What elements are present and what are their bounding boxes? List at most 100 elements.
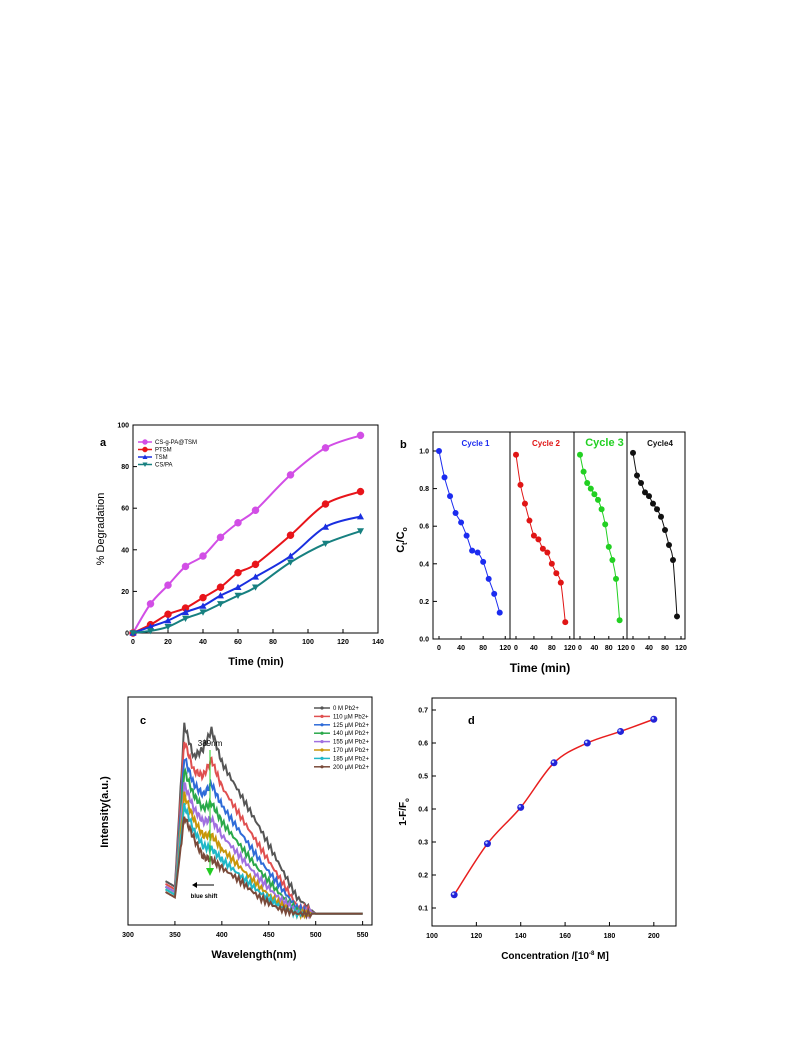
panel-d-ytick-label: 0.3 bbox=[418, 840, 428, 847]
panel-b-data-point bbox=[646, 493, 652, 500]
panel-a-xtick-label: 140 bbox=[372, 639, 384, 646]
panel-c-xlabel: Wavelength(nm) bbox=[211, 949, 296, 961]
panel-b-data-point bbox=[562, 619, 569, 626]
panel-a-data-point bbox=[147, 623, 154, 630]
panel-b-data-point bbox=[458, 519, 465, 526]
panel-d-data-point bbox=[550, 759, 558, 767]
panel-b-data-point bbox=[496, 609, 503, 616]
panel-b-data-point bbox=[654, 506, 660, 513]
panel-a-xlabel: Time (min) bbox=[228, 656, 284, 668]
panel-a-data-point bbox=[199, 552, 207, 560]
panel-a-data-point bbox=[357, 513, 364, 520]
panel-c-legend-marker bbox=[320, 748, 324, 752]
panel-a-xtick-label: 20 bbox=[164, 639, 172, 646]
panel-a-legend-marker bbox=[142, 439, 148, 445]
panel-b-data-point bbox=[609, 557, 616, 564]
panel-a-legend-marker bbox=[142, 454, 148, 459]
panel-c-xtick-label: 450 bbox=[263, 932, 275, 939]
panel-b-ylabel-sub1: t bbox=[402, 542, 409, 545]
panel-b-xtick-label: 80 bbox=[479, 645, 487, 652]
panel-d-data-point bbox=[450, 891, 458, 899]
panel-b-data-point bbox=[658, 513, 664, 520]
panel-d-xtick-label: 100 bbox=[426, 933, 438, 940]
panel-b-data-point bbox=[587, 485, 594, 492]
panel-c-legend-marker bbox=[320, 740, 324, 744]
panel-b-data-point bbox=[517, 481, 524, 488]
panel-b-ylabel-main: C bbox=[395, 545, 407, 553]
panel-b-data-point bbox=[584, 479, 591, 486]
panel-c-series-line bbox=[165, 781, 363, 920]
panel-a-xtick-label: 100 bbox=[302, 639, 314, 646]
panel-a-data-point bbox=[234, 592, 242, 600]
panel-a-ylabel: % Degradation bbox=[95, 493, 107, 566]
panel-b-data-point bbox=[530, 532, 537, 539]
panel-c-xtick-label: 350 bbox=[169, 932, 181, 939]
panel-b-letter: b bbox=[400, 439, 407, 451]
panel-a-data-point bbox=[164, 617, 172, 624]
panel-b-ytick-label: 0.0 bbox=[419, 637, 429, 644]
panel-b-data-point bbox=[616, 617, 623, 624]
panel-c-frame bbox=[127, 696, 373, 926]
panel-b-ytick-label: 0.2 bbox=[419, 599, 429, 606]
panel-c-peak-label: 389nm bbox=[198, 739, 223, 748]
panel-c-series-line bbox=[165, 722, 363, 915]
panel-d-xtick-label: 200 bbox=[648, 933, 660, 940]
panel-c-legend-label: 110 µM Pb2+ bbox=[333, 714, 369, 720]
panel-b-data-point bbox=[553, 570, 560, 577]
panel-b-data-point bbox=[539, 545, 546, 552]
panel-b-data-point bbox=[535, 536, 542, 543]
panel-a-data-point bbox=[164, 610, 172, 619]
panel-a-data-point bbox=[287, 559, 294, 566]
panel-a-xtick-label: 40 bbox=[199, 639, 207, 646]
panel-a-legend-marker bbox=[142, 446, 148, 453]
panel-d-ytick-label: 0.1 bbox=[418, 906, 428, 913]
panel-c-legend-label: 170 µM Pb2+ bbox=[333, 748, 369, 754]
panel-b-cycle-label: Cycle4 bbox=[647, 439, 673, 448]
panel-a-data-point bbox=[321, 500, 330, 508]
panel-d-frame bbox=[431, 697, 677, 927]
panel-a: a Time (min) % Degradation 0 20 40 60 80 100 1… bbox=[95, 423, 384, 669]
panel-b-data-point bbox=[638, 479, 644, 486]
panel-a-data-point bbox=[217, 601, 224, 608]
panel-c-series bbox=[165, 722, 363, 921]
panel-c-legend-marker bbox=[320, 731, 324, 735]
panel-d-ylabel-sub: o bbox=[405, 798, 411, 802]
panel-b-xtick-label: 0 bbox=[437, 645, 441, 652]
panel-a-ytick-label: 20 bbox=[121, 589, 129, 596]
panel-c-legend-label: 0 M Pb2+ bbox=[333, 706, 359, 712]
panel-d-letter: d bbox=[468, 715, 475, 727]
panel-d-ylabel: 1-F/Fo bbox=[398, 798, 411, 826]
panel-a-data-point bbox=[286, 531, 295, 539]
panel-a-data-point bbox=[234, 583, 242, 591]
panel-b-xtick-label: 80 bbox=[548, 645, 556, 652]
panel-a-data-point bbox=[182, 608, 189, 615]
panel-b-data-point bbox=[674, 613, 680, 620]
panel-c-peak-arrow-head bbox=[206, 868, 214, 876]
panel-a-ytick-label: 60 bbox=[121, 506, 129, 513]
panel-b-series-line bbox=[438, 450, 501, 613]
panel-a-data-point bbox=[356, 487, 365, 496]
panel-b-data-point bbox=[662, 526, 668, 533]
panel-a-data-point bbox=[199, 602, 207, 609]
panel-b-xtick-label: 80 bbox=[661, 645, 669, 652]
panel-d-xtick-label: 120 bbox=[471, 933, 483, 940]
panel-b-data-point bbox=[557, 579, 564, 586]
panel-b-data-point bbox=[634, 472, 640, 479]
panel-d-ytick-label: 0.7 bbox=[418, 708, 428, 715]
panel-b-xtick-label: 40 bbox=[530, 645, 538, 652]
panel-d-ytick-label: 0.5 bbox=[418, 774, 428, 781]
panel-b-xtick-label: 40 bbox=[645, 645, 653, 652]
panel-a-data-point bbox=[146, 600, 155, 608]
panel-d-series bbox=[450, 715, 658, 899]
panel-b-data-point bbox=[670, 557, 676, 564]
panel-a-letter: a bbox=[100, 437, 107, 449]
panel-b-ytick-label: 0.6 bbox=[419, 524, 429, 531]
panel-b-cycle-label: Cycle 2 bbox=[532, 439, 561, 448]
panel-b-xtick-label: 120 bbox=[617, 645, 629, 652]
panel-d-data-point-highlight bbox=[518, 805, 521, 808]
panel-a-data-point bbox=[286, 471, 295, 479]
panel-b-xtick-label: 0 bbox=[514, 645, 518, 652]
panel-a-legend-label: TSM bbox=[155, 455, 168, 461]
panel-b-data-point bbox=[613, 575, 619, 582]
